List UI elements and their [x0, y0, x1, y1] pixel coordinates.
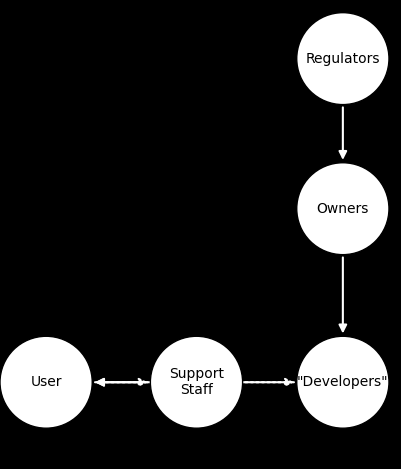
Ellipse shape [0, 336, 92, 428]
Text: Regulators: Regulators [306, 52, 380, 66]
Ellipse shape [297, 13, 389, 105]
Text: "Developers": "Developers" [297, 375, 389, 389]
Text: Support
Staff: Support Staff [169, 367, 224, 397]
Text: Owners: Owners [317, 202, 369, 216]
Ellipse shape [297, 336, 389, 428]
Ellipse shape [150, 336, 243, 428]
Text: User: User [30, 375, 62, 389]
Ellipse shape [297, 163, 389, 255]
